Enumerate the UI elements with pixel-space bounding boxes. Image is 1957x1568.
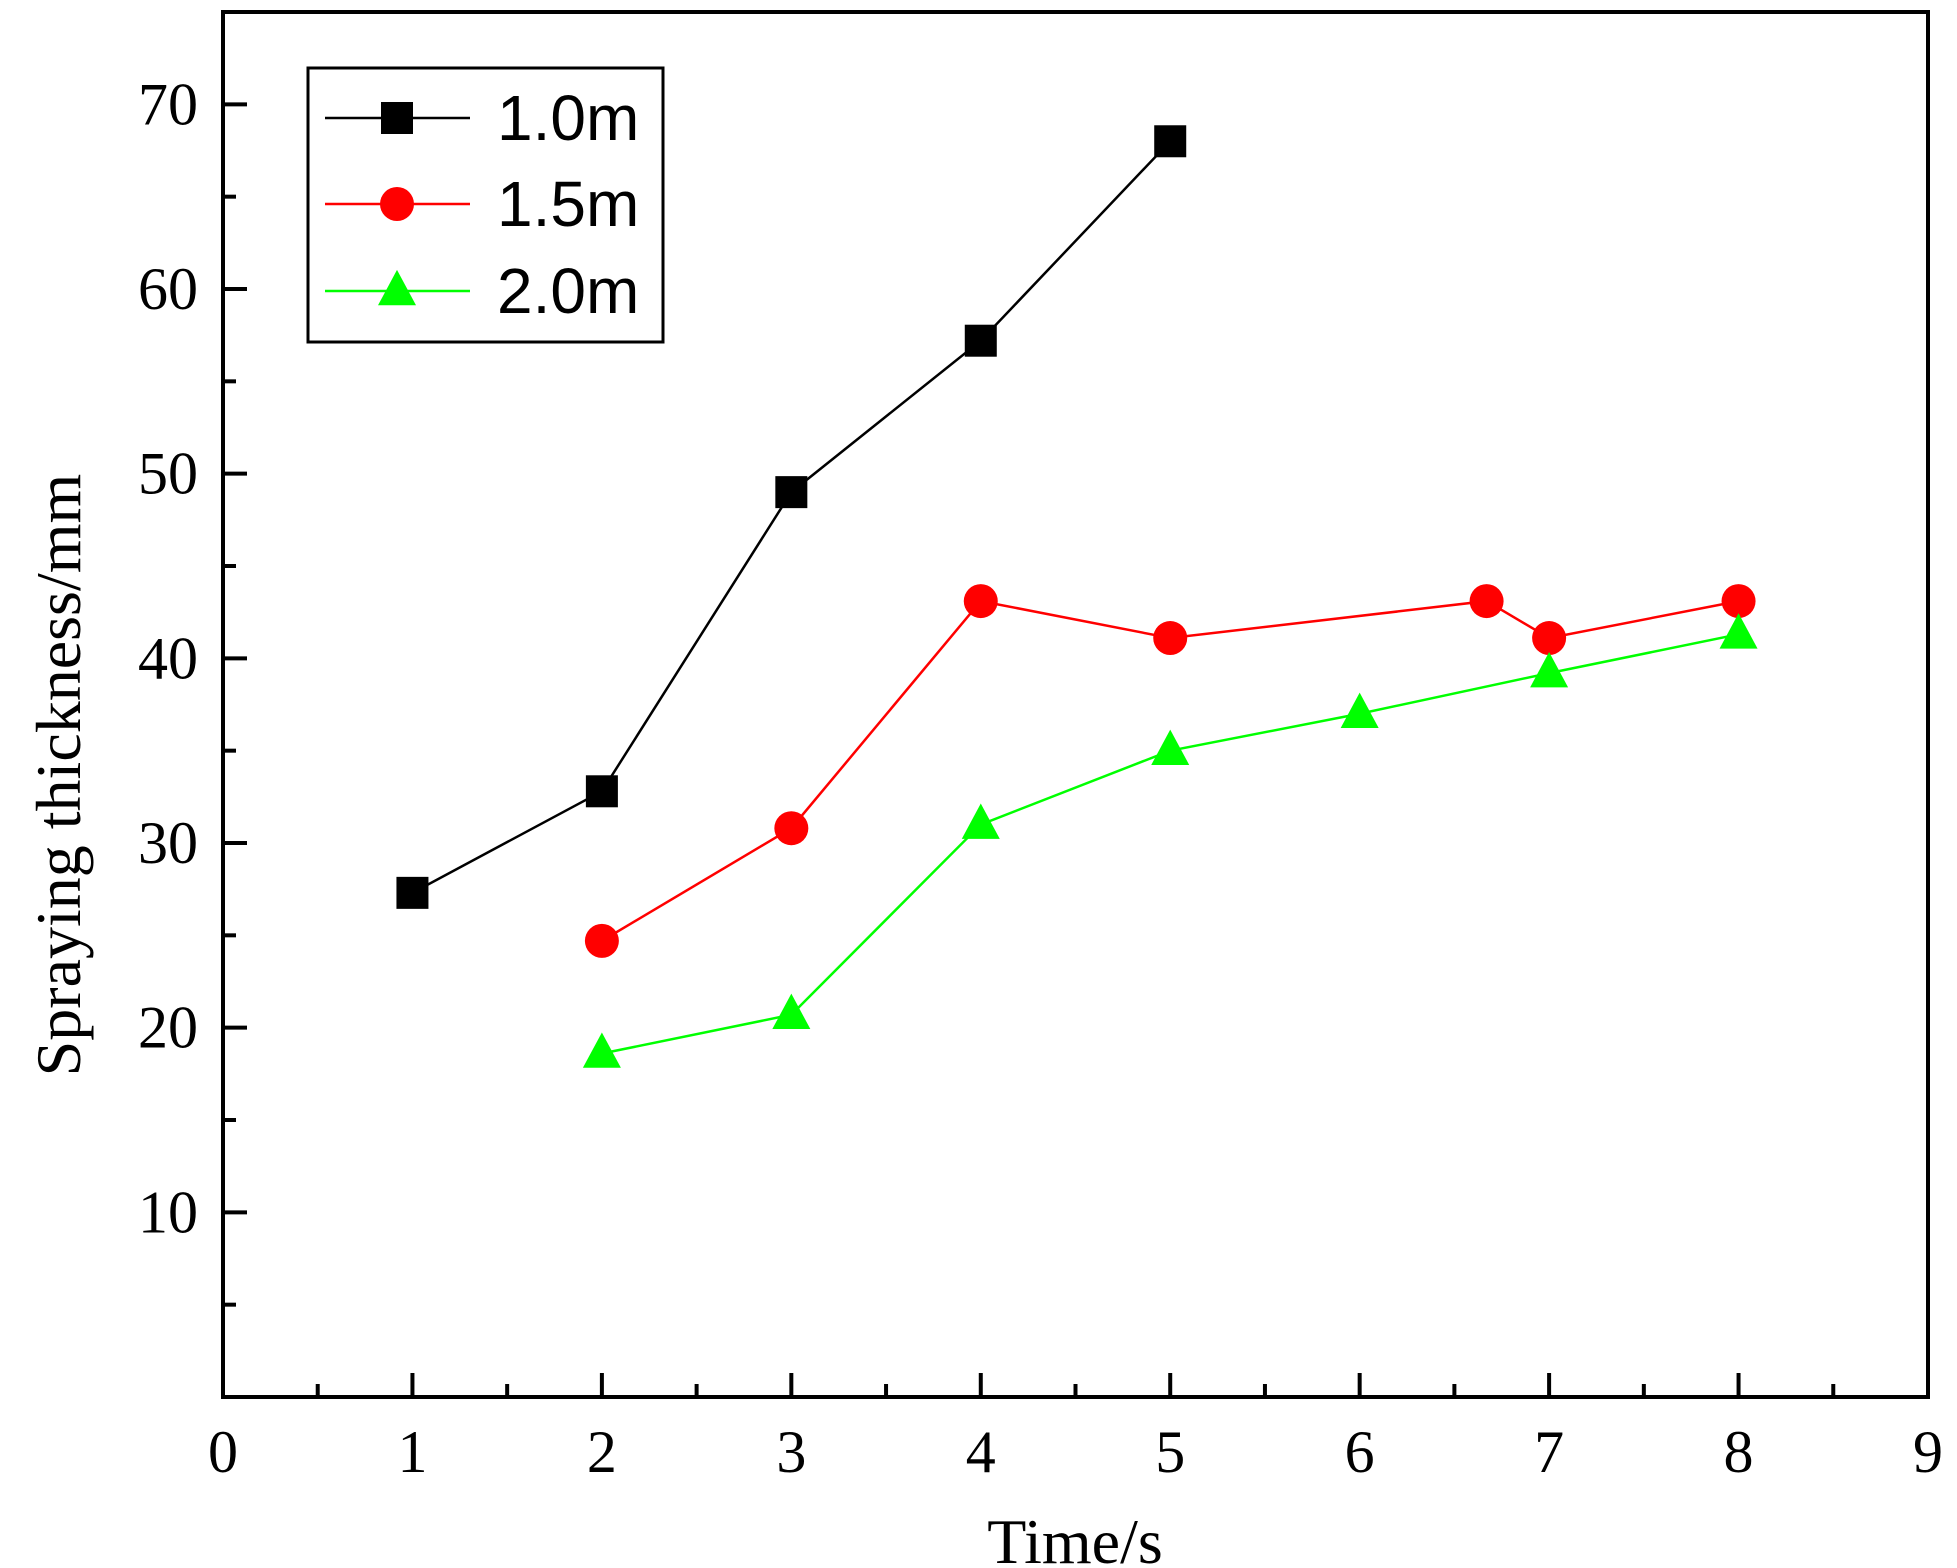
x-tick-label: 2: [587, 1419, 617, 1485]
data-point: [1721, 584, 1756, 619]
legend-marker: [378, 269, 416, 306]
x-tick-label: 9: [1913, 1419, 1943, 1485]
y-axis-ticks: 10 20 30 40 50 60 70: [138, 10, 247, 1307]
data-point: [585, 775, 618, 808]
data-point: [774, 811, 809, 846]
series-layer: [396, 125, 1758, 1068]
y-tick-label: 50: [138, 441, 198, 507]
y-tick-label: 20: [138, 995, 198, 1061]
x-tick-label: 4: [966, 1419, 996, 1485]
series-1.5m: [584, 584, 1756, 958]
data-point: [1154, 125, 1187, 158]
data-point: [963, 584, 998, 619]
data-point: [961, 803, 1000, 839]
series-1.0m: [396, 125, 1187, 909]
data-point: [772, 993, 811, 1030]
x-tick-label: 5: [1155, 1419, 1185, 1485]
data-point: [1153, 621, 1188, 656]
legend-label: 1.0m: [497, 82, 639, 154]
data-point: [396, 876, 429, 909]
data-point: [1530, 652, 1569, 688]
data-point: [1719, 613, 1758, 649]
legend: 1.0m 1.5m 2.0m: [306, 66, 665, 344]
legend-marker: [381, 102, 413, 134]
x-tick-label: 1: [397, 1419, 427, 1485]
legend-item: 1.5m: [325, 168, 639, 240]
data-point: [1532, 621, 1567, 656]
legend-item: 2.0m: [325, 255, 639, 327]
x-tick-label: 6: [1345, 1419, 1375, 1485]
legend-item: 1.0m: [325, 82, 639, 154]
data-point: [1469, 584, 1504, 619]
data-point: [584, 923, 619, 958]
legend-label: 2.0m: [497, 255, 639, 327]
y-tick-label: 40: [138, 625, 198, 691]
data-point: [964, 324, 997, 357]
x-tick-label: 8: [1724, 1419, 1754, 1485]
legend-label: 1.5m: [497, 168, 639, 240]
y-tick-label: 30: [138, 810, 198, 876]
x-tick-label: 0: [208, 1419, 238, 1485]
series-line: [601, 633, 1739, 1055]
x-axis-title: Time/s: [987, 1506, 1163, 1568]
x-tick-label: 7: [1534, 1419, 1564, 1485]
data-point: [1340, 692, 1379, 729]
y-axis-title: Spraying thickness/mm: [23, 474, 94, 1077]
x-tick-label: 3: [776, 1419, 806, 1485]
data-point: [775, 476, 808, 509]
series-2.0m: [582, 613, 1758, 1068]
y-tick-label: 70: [138, 71, 198, 137]
y-tick-label: 60: [138, 256, 198, 322]
x-axis-ticks: 0 1 2 3 4 5 6 7 8 9: [208, 1373, 1943, 1485]
data-point: [1151, 729, 1190, 765]
legend-marker: [380, 187, 414, 221]
y-tick-label: 10: [138, 1179, 198, 1245]
data-point: [582, 1032, 621, 1068]
